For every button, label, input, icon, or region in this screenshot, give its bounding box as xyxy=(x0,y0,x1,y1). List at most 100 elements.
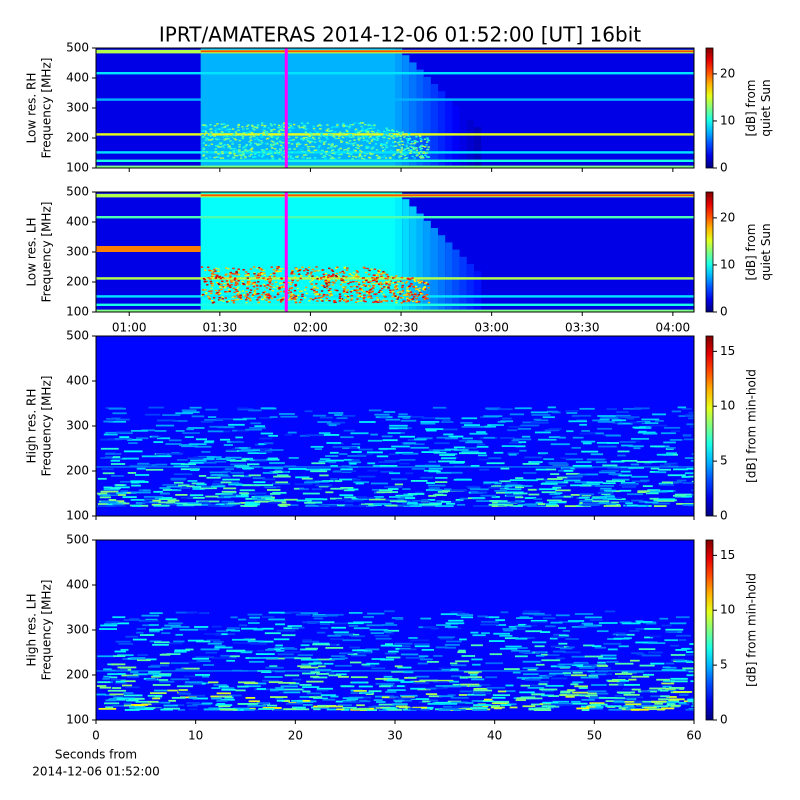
spectrogram-pixels xyxy=(393,699,405,702)
spectrogram-pixels xyxy=(534,645,545,648)
spectrogram-pixels xyxy=(467,486,481,489)
spectrogram-pixels xyxy=(234,299,237,301)
spectrogram-pixels xyxy=(508,625,517,628)
spectrogram-pixels xyxy=(670,677,688,680)
spectrogram-pixels xyxy=(421,503,436,506)
spectrogram-pixels xyxy=(223,139,226,141)
spectrogram-pixels xyxy=(631,480,648,483)
spectrogram-pixels xyxy=(170,477,187,480)
spectrogram-pixels xyxy=(359,421,376,423)
spectrogram-pixels xyxy=(232,642,252,644)
spectrogram-pixels xyxy=(390,275,393,278)
spectrogram-pixels xyxy=(349,646,360,649)
spectrogram-pixels xyxy=(201,675,210,678)
spectrogram-pixels xyxy=(297,665,312,668)
spectrogram-pixels xyxy=(210,270,213,272)
spectrogram-pixels xyxy=(261,150,264,153)
spectrogram-pixels xyxy=(294,483,313,486)
spectrogram-pixels xyxy=(279,413,295,415)
spectrogram-pixels xyxy=(586,705,596,708)
spectrogram-pixels xyxy=(257,297,260,299)
spectrogram-pixels xyxy=(335,272,339,275)
spectrogram-pixels xyxy=(99,686,112,689)
spectrogram-pixels xyxy=(395,130,399,133)
spectrogram-pixels xyxy=(267,127,270,129)
spectrogram-pixels xyxy=(218,296,221,299)
spectrogram-pixels xyxy=(277,153,280,155)
spectrogram-pixels xyxy=(295,142,299,145)
spectrogram-pixels xyxy=(259,437,273,440)
spectrogram-pixels xyxy=(143,495,163,498)
spectrogram-pixels xyxy=(562,672,572,675)
spectrogram-pixels xyxy=(402,294,406,296)
spectrogram-pixels xyxy=(324,279,328,282)
y-tick-label: 100 xyxy=(66,161,89,175)
spectrogram-pixels xyxy=(309,696,323,699)
spectrogram-pixels xyxy=(342,290,346,292)
spectrogram-pixels xyxy=(211,274,214,277)
spectrogram-pixels xyxy=(344,125,347,127)
spectrogram-pixels xyxy=(243,146,246,148)
spectrogram-pixels xyxy=(276,292,280,294)
spectrogram-pixels xyxy=(330,156,334,159)
spectrogram-pixels xyxy=(457,651,466,654)
spectrogram-pixels xyxy=(528,612,545,615)
spectrogram-pixels xyxy=(105,431,124,434)
spectrogram-pixels xyxy=(202,142,205,144)
spectrogram-pixels xyxy=(417,301,421,303)
spectrogram-pixels xyxy=(219,146,222,148)
spectrogram-pixels xyxy=(103,668,112,671)
spectrogram-pixels xyxy=(594,485,615,487)
spectrogram-pixels xyxy=(345,301,348,303)
spectrogram-pixels xyxy=(426,283,430,285)
spectrogram-pixels xyxy=(318,504,338,507)
spectrogram-pixels xyxy=(638,500,648,503)
spectrogram-pixels xyxy=(394,145,398,147)
spectrogram-pixels xyxy=(235,278,239,281)
spectrogram-pixels xyxy=(207,144,211,147)
spectrogram-pixels xyxy=(361,122,365,124)
spectrogram-pixels xyxy=(249,281,252,284)
spectrogram-pixels xyxy=(151,675,162,678)
spectrogram-pixels xyxy=(222,123,226,125)
spectrogram-pixels xyxy=(214,151,218,154)
spectrogram-pixels xyxy=(459,256,467,312)
spectrogram-pixels xyxy=(395,299,398,302)
spectrogram-pixels xyxy=(422,296,425,298)
spectrogram-pixels xyxy=(320,153,323,155)
spectrogram-pixels xyxy=(312,287,315,290)
spectrogram-pixels xyxy=(256,126,259,128)
spectrogram-pixels xyxy=(261,616,275,618)
spectrogram-pixels xyxy=(277,124,281,127)
spectrogram-pixels xyxy=(449,680,459,683)
spectrogram-pixels xyxy=(445,640,462,643)
spectrogram-pixels xyxy=(216,692,231,695)
spectrogram-pixels xyxy=(288,457,299,459)
spectrogram-pixels xyxy=(361,663,371,666)
spectrogram-pixels xyxy=(156,701,171,704)
spectrogram-pixels xyxy=(314,286,317,288)
spectrogram-pixels xyxy=(281,612,292,614)
spectrogram-pixels xyxy=(572,436,584,439)
spectrogram-pixels xyxy=(331,658,345,660)
spectrogram-pixels xyxy=(413,157,416,159)
spectrogram-pixels xyxy=(355,146,358,149)
spectrogram-pixels xyxy=(272,491,287,494)
spectrogram-pixels xyxy=(263,485,281,488)
spectrogram-pixels xyxy=(418,655,429,658)
spectrogram-pixels xyxy=(211,277,214,279)
spectrogram-pixels xyxy=(290,287,294,289)
spectrogram-pixels xyxy=(308,135,311,138)
spectrogram-pixels xyxy=(380,275,383,278)
spectrogram-pixels xyxy=(276,629,296,632)
spectrogram-pixels xyxy=(469,432,488,435)
spectrogram-pixels xyxy=(459,497,468,500)
spectrogram-pixels xyxy=(423,286,426,288)
spectrogram-pixels xyxy=(576,707,595,710)
spectrogram-pixels xyxy=(591,684,607,686)
spectrogram-pixels xyxy=(253,291,257,293)
spectrogram-pixels xyxy=(376,455,389,458)
spectrogram-pixels xyxy=(455,498,464,501)
spectrogram-pixels xyxy=(356,453,373,456)
spectrogram-pixels xyxy=(579,432,596,435)
